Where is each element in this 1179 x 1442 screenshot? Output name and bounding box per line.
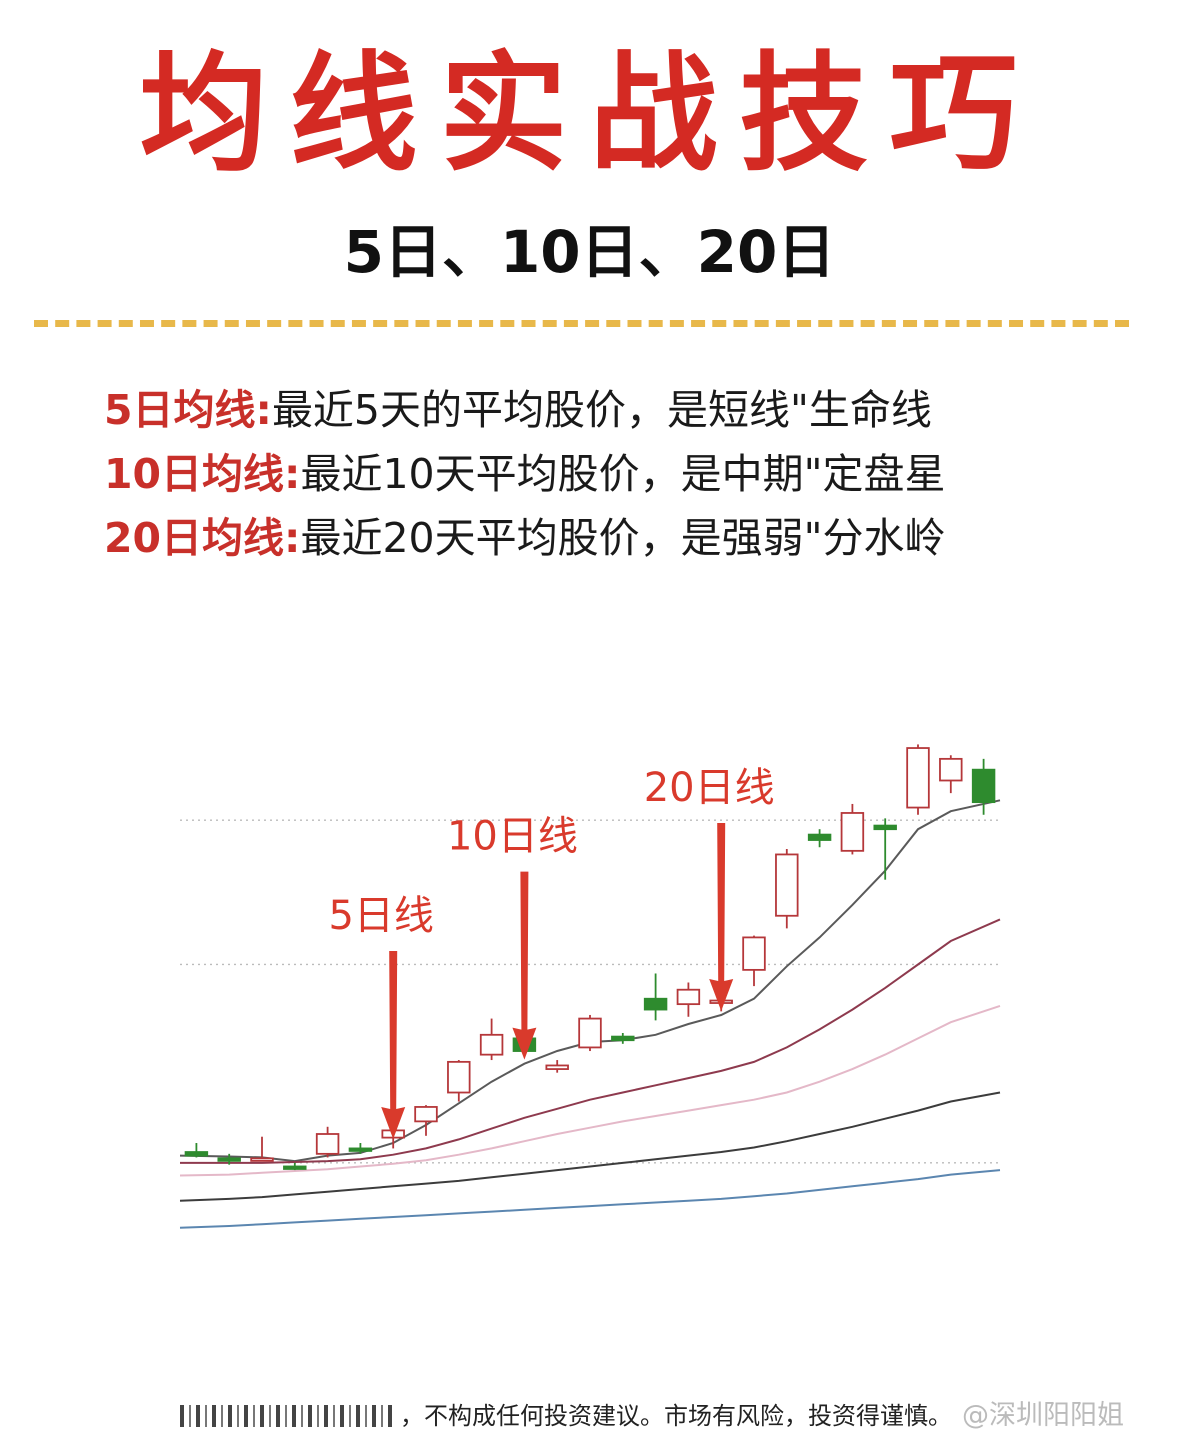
candle-body — [676, 988, 701, 1006]
disclaimer-text: ，不构成任何投资建议。市场有风险，投资得谨慎。 — [400, 1402, 952, 1430]
annotation-arrow — [512, 871, 537, 1060]
definition-term: 10日均线: — [104, 450, 301, 498]
candle-body — [742, 936, 766, 971]
candle-body — [217, 1157, 241, 1162]
candle-body — [643, 997, 668, 1011]
candle-body — [807, 833, 832, 841]
watermark: @深圳阳阳姐 — [962, 1400, 1124, 1431]
candle-body — [906, 747, 930, 809]
candle-body — [873, 824, 897, 831]
definition-desc: 最近10天平均股价，是中期"定盘星 — [300, 450, 946, 498]
ma-line-10 — [180, 918, 1001, 1164]
ma-line-30 — [179, 1091, 1001, 1202]
definition-list: 5日均线:最近5天的平均股价，是短线"生命线 10日均线:最近10天平均股价，是… — [104, 378, 1144, 570]
candle-body — [315, 1133, 340, 1155]
candle-body — [775, 853, 799, 917]
page-title: 均线实战技巧 — [139, 40, 1040, 189]
annotation-arrow — [709, 822, 734, 1011]
page-subtitle: 5日、10日、20日 — [343, 218, 836, 286]
candle-body — [447, 1060, 471, 1094]
ma-line-20 — [179, 1004, 1001, 1177]
definition-desc: 最近5天的平均股价，是短线"生命线 — [271, 386, 932, 434]
candle-body — [611, 1035, 635, 1042]
candle-body — [545, 1064, 569, 1070]
candle-body — [184, 1151, 209, 1157]
candle-body — [479, 1033, 504, 1056]
candle-body — [971, 768, 996, 804]
candlestick-chart: 5日线 10日线 20日线 — [179, 744, 1001, 1229]
candle-body — [840, 812, 865, 852]
annotation-label: 20日线 — [644, 765, 775, 811]
annotation-label: 10日线 — [447, 814, 578, 860]
candle-body — [414, 1106, 438, 1123]
ma-line-5 — [179, 799, 1001, 1163]
candle-body — [250, 1157, 274, 1162]
definition-ma20: 20日均线:最近20天平均股价，是强弱"分水岭 — [104, 506, 1144, 570]
dashed-divider — [34, 320, 1129, 327]
ma-line-60 — [179, 1169, 1001, 1229]
candle-body — [348, 1147, 373, 1152]
obscured-text — [180, 1405, 392, 1427]
candle-body — [578, 1017, 602, 1049]
footer: ，不构成任何投资建议。市场有风险，投资得谨慎。 @深圳阳阳姐 — [180, 1396, 1170, 1436]
candle-body — [939, 757, 963, 782]
definition-term: 20日均线: — [104, 514, 301, 562]
candle-body — [283, 1165, 307, 1170]
definition-term: 5日均线: — [104, 386, 272, 434]
definition-ma10: 10日均线:最近10天平均股价，是中期"定盘星 — [104, 442, 1144, 506]
annotation-label: 5日线 — [328, 893, 433, 939]
annotation-arrow — [381, 951, 406, 1140]
definition-desc: 最近20天平均股价，是强弱"分水岭 — [300, 514, 946, 562]
definition-ma5: 5日均线:最近5天的平均股价，是短线"生命线 — [104, 378, 1144, 442]
